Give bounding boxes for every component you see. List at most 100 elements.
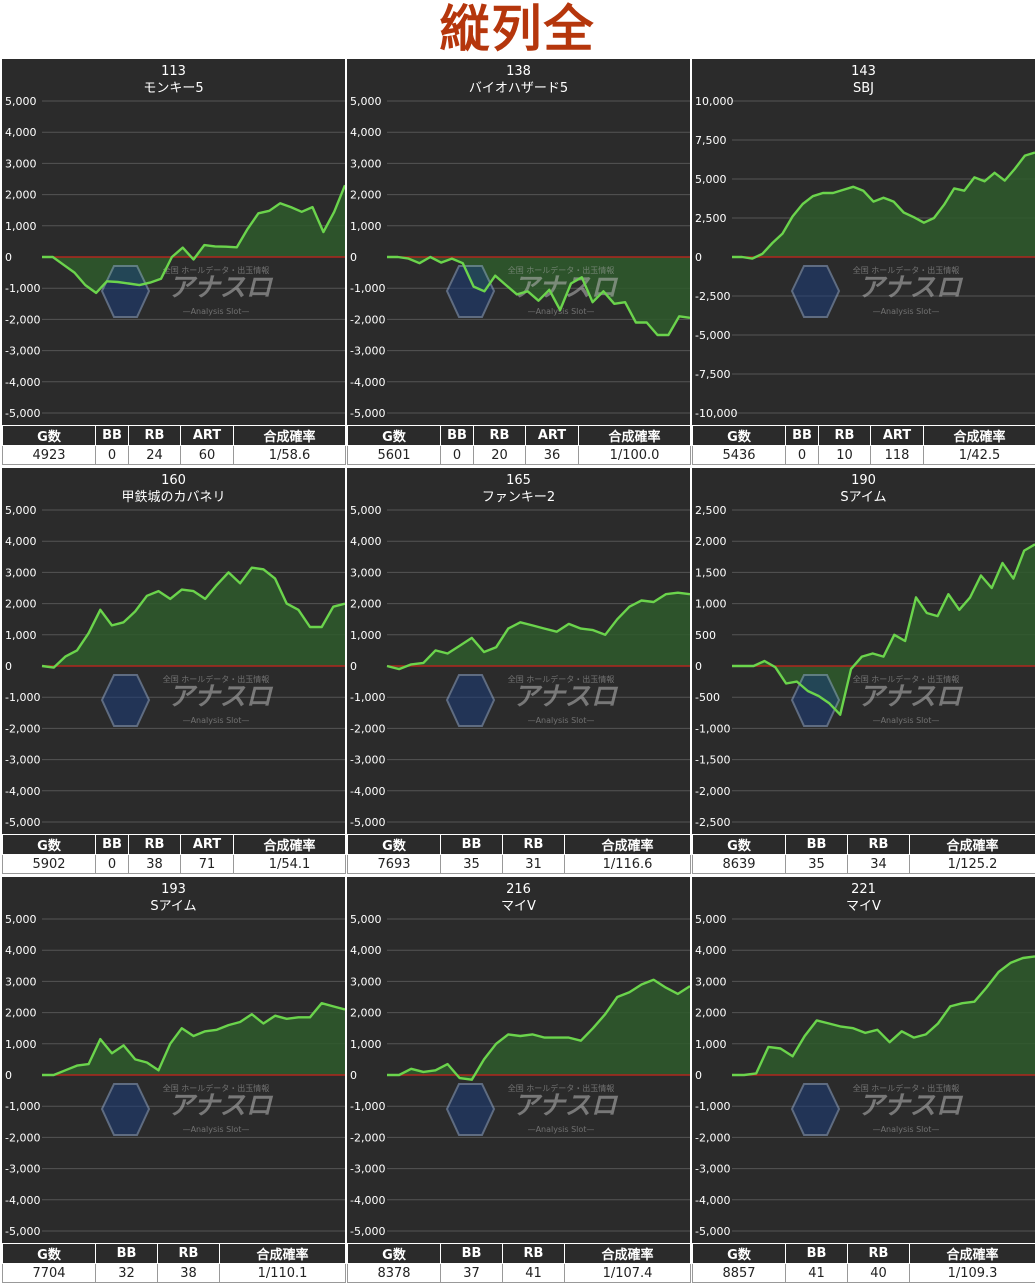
y-tick-label: 4,000 [350, 126, 382, 139]
stats-header-cell: 合成確率 [923, 425, 1035, 446]
stats-header-cell: RB [847, 834, 910, 855]
y-tick-label: -5,000 [5, 407, 40, 420]
stats-value-row: 5601 0 20 36 1/100.0 [347, 445, 691, 465]
stats-header-row: G数 BB RB ART 合成確率 [692, 425, 1035, 446]
y-tick-label: -5,000 [350, 1225, 385, 1238]
chart-title: 138 [506, 64, 531, 79]
y-tick-label: 3,000 [350, 975, 382, 988]
y-tick-label: -3,000 [350, 1163, 385, 1176]
stats-value-cell: 10 [818, 445, 871, 465]
stats-value-cell: 32 [95, 1263, 158, 1283]
y-tick-label: -5,000 [695, 329, 730, 342]
y-tick-label: -4,000 [5, 785, 40, 798]
stats-value-cell: 1/42.5 [923, 445, 1035, 465]
series-area [732, 544, 1035, 715]
stats-value-cell: 7704 [2, 1263, 96, 1283]
watermark-tagline: 全国 ホールデータ・出玉情報 [853, 674, 960, 684]
y-tick-label: 0 [5, 251, 12, 264]
stats-header-cell: ART [180, 834, 234, 855]
anaslo-logo-icon [790, 265, 841, 318]
chart-area: 5,000 4,000 3,000 2,000 1,000 0 -1,000 -2,000 -3… [347, 59, 690, 425]
stats-table: G数 BB RB ART 合成確率 5902 0 38 71 1/54.1 [2, 834, 346, 874]
stats-value-cell: 7693 [347, 854, 441, 874]
stats-value-cell: 1/100.0 [578, 445, 691, 465]
y-tick-label: -2,000 [350, 722, 385, 735]
stats-header-row: G数 BB RB 合成確率 [347, 1243, 691, 1264]
stats-header-cell: BB [95, 834, 129, 855]
y-tick-label: 4,000 [5, 126, 37, 139]
watermark-sub: —Analysis Slot— [183, 307, 250, 316]
chart-svg: 5,000 4,000 3,000 2,000 1,000 0 -1,000 -2,000 -3… [5, 473, 345, 829]
series-area [732, 956, 1035, 1075]
chart-subtitle: ファンキー2 [482, 490, 555, 505]
stats-value-row: 5436 0 10 118 1/42.5 [692, 445, 1035, 465]
chart-svg: 2,500 2,000 1,500 1,000 500 0 -500 -1,000 -1,500… [695, 473, 1035, 829]
chart-area: 5,000 4,000 3,000 2,000 1,000 0 -1,000 -2,000 -3… [2, 877, 345, 1243]
stats-value-cell: 8639 [692, 854, 786, 874]
stats-value-row: 8378 37 41 1/107.4 [347, 1263, 691, 1283]
y-tick-label: 4,000 [5, 944, 37, 957]
y-tick-label: 2,000 [350, 1007, 382, 1020]
y-tick-label: -1,000 [695, 722, 730, 735]
y-tick-label: -1,000 [350, 691, 385, 704]
anaslo-logo-icon [790, 1083, 841, 1136]
y-tick-label: 5,000 [350, 95, 382, 108]
stats-header-cell: BB [440, 1243, 503, 1264]
stats-header-cell: G数 [347, 834, 441, 855]
anaslo-logo-icon [100, 1083, 151, 1136]
y-tick-label: 1,000 [695, 1038, 727, 1051]
series-area [387, 257, 690, 335]
y-tick-label: -1,000 [5, 1100, 40, 1113]
series-area [387, 592, 690, 670]
y-tick-label: 3,000 [350, 566, 382, 579]
stats-header-cell: G数 [2, 1243, 96, 1264]
stats-header-cell: 合成確率 [909, 834, 1035, 855]
y-tick-label: -5,000 [5, 816, 40, 829]
y-tick-label: -7,500 [695, 368, 730, 381]
y-tick-label: -500 [695, 691, 720, 704]
y-tick-label: 500 [695, 629, 716, 642]
stats-header-cell: 合成確率 [233, 425, 346, 446]
stats-header-cell: RB [818, 425, 871, 446]
stats-value-cell: 31 [502, 854, 565, 874]
y-tick-label: -5,000 [350, 407, 385, 420]
series-line [386, 591, 690, 671]
stats-header-cell: BB [440, 834, 503, 855]
stats-header-cell: ART [870, 425, 924, 446]
stats-header-cell: RB [128, 834, 181, 855]
stats-value-row: 4923 0 24 60 1/58.6 [2, 445, 346, 465]
y-tick-label: -1,000 [695, 1100, 730, 1113]
machine-panel-221: 5,000 4,000 3,000 2,000 1,000 0 -1,000 -2,000 -3… [692, 877, 1035, 1283]
stats-table: G数 BB RB ART 合成確率 4923 0 24 60 1/58.6 [2, 425, 346, 465]
y-tick-label: -3,000 [350, 754, 385, 767]
stats-table: G数 BB RB 合成確率 7693 35 31 1/116.6 [347, 834, 691, 874]
series-line [387, 978, 690, 1081]
y-tick-label: 1,000 [695, 598, 727, 611]
stats-value-cell: 5436 [692, 445, 786, 465]
y-tick-label: -10,000 [695, 407, 737, 420]
y-tick-label: 0 [5, 660, 12, 673]
chart-title: 113 [161, 64, 186, 79]
stats-value-cell: 4923 [2, 445, 96, 465]
series-area [732, 152, 1035, 259]
y-tick-label: 10,000 [695, 95, 734, 108]
watermark-tagline: 全国 ホールデータ・出玉情報 [508, 265, 615, 275]
y-tick-label: 4,000 [350, 535, 382, 548]
stats-header-cell: G数 [2, 834, 96, 855]
y-tick-label: 2,000 [5, 1007, 37, 1020]
y-tick-label: -2,000 [5, 1131, 40, 1144]
y-tick-label: 3,000 [695, 975, 727, 988]
y-tick-label: -4,000 [350, 785, 385, 798]
y-tick-label: -3,000 [350, 345, 385, 358]
stats-header-row: G数 BB RB 合成確率 [692, 834, 1035, 855]
y-tick-label: 1,000 [5, 1038, 37, 1051]
stats-value-cell: 37 [440, 1263, 503, 1283]
y-tick-label: -1,000 [5, 282, 40, 295]
y-tick-label: -2,000 [695, 1131, 730, 1144]
watermark-sub: —Analysis Slot— [183, 716, 250, 725]
chart-svg: 5,000 4,000 3,000 2,000 1,000 0 -1,000 -2,000 -3… [695, 882, 1035, 1238]
